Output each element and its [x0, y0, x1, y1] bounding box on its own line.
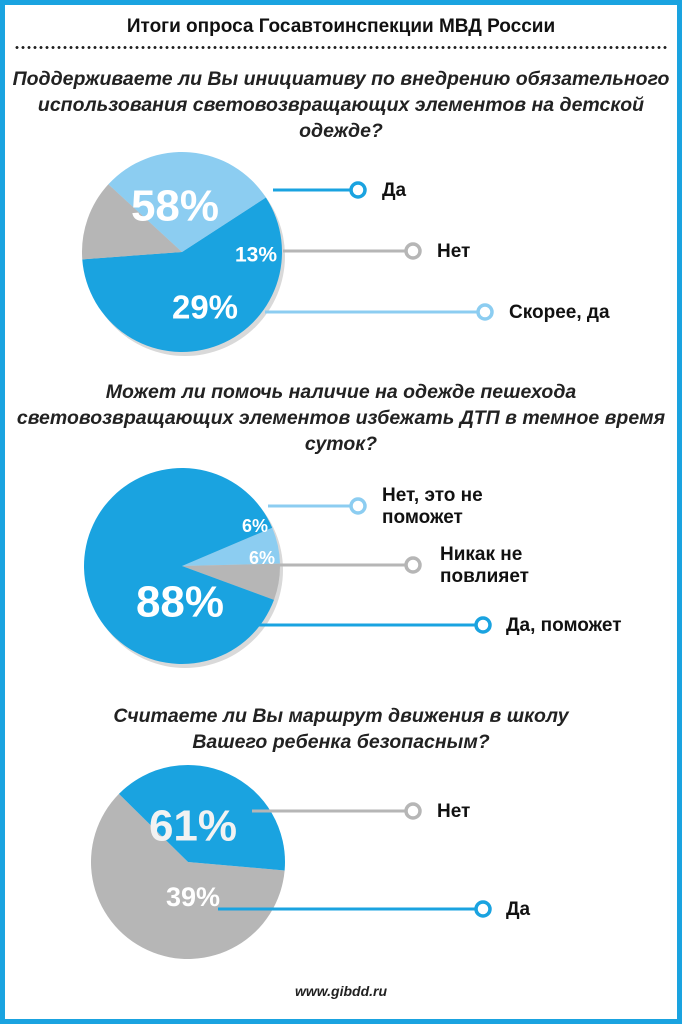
data-label: 13%: [235, 244, 277, 267]
data-label: 88%: [136, 578, 224, 627]
pie-slice-3-2: [118, 764, 285, 871]
legend-label: Да, поможет: [506, 615, 622, 636]
pie-slice-2-2: [182, 563, 280, 600]
pie-chart-3: Нет 61% Да 39%: [90, 764, 531, 959]
data-label: 29%: [172, 289, 238, 326]
callout-marker: [349, 497, 367, 515]
legend-label: Никак не повлияет: [440, 544, 529, 587]
dotted-divider: [14, 46, 668, 49]
pie-chart-2: Нет, это не поможет 6% Никак не повлияет 6% Да…: [83, 467, 622, 668]
chart-1-question: Поддерживаете ли Вы инициативу по внедре…: [12, 68, 670, 142]
source-footer: www.gibdd.ru: [294, 983, 388, 999]
legend-label: Нет, это не поможет: [382, 485, 483, 528]
callout-marker: [404, 802, 422, 820]
page-title: Итоги опроса Госавтоинспекции МВД России: [126, 16, 556, 37]
legend-label: Да: [506, 899, 531, 920]
pie-slice-3-1: [90, 793, 285, 959]
callout-marker: [474, 616, 492, 634]
legend-label: Нет: [437, 241, 470, 262]
callout-marker: [404, 242, 422, 260]
legend-label: Нет: [437, 801, 470, 822]
pie-slice-1-2: [82, 184, 182, 260]
callout-marker: [404, 556, 422, 574]
legend-label: Скорее, да: [509, 302, 610, 323]
data-label: 61%: [149, 802, 237, 851]
legend-label: Да: [382, 180, 407, 201]
pie-slice-2-3: [83, 467, 274, 664]
pie-slice-1-3: [108, 151, 266, 252]
pie-chart-1: Да 58% Нет 13% Скорее, да 29%: [82, 151, 610, 356]
chart-2-question: Может ли помочь наличие на одежде пешехо…: [16, 381, 666, 455]
data-label: 39%: [166, 882, 220, 912]
pie-slice-2-1: [182, 527, 280, 566]
callout-marker: [476, 303, 494, 321]
chart-3-question: Считаете ли Вы маршрут движения в школу …: [113, 705, 569, 753]
callout-marker: [474, 900, 492, 918]
callout-marker: [349, 181, 367, 199]
data-label: 58%: [131, 182, 219, 231]
data-label: 6%: [249, 548, 275, 568]
data-label: 6%: [242, 516, 268, 536]
pie-slice-1-1: [82, 197, 283, 353]
